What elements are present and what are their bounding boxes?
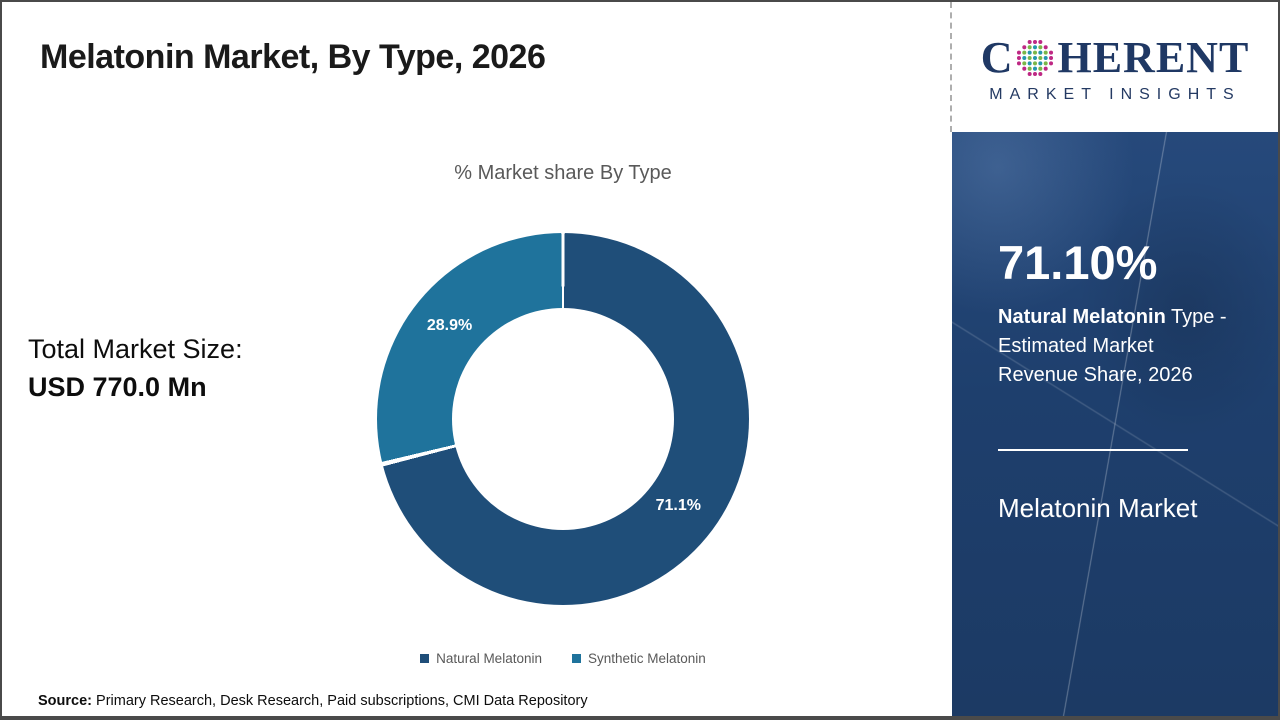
dotted-globe-icon <box>1017 39 1054 77</box>
stat-desc-line1: Type - <box>1165 305 1227 328</box>
donut-chart: 71.1% 28.9% <box>377 233 749 605</box>
legend-swatch-synthetic-icon <box>571 654 581 663</box>
source-text: Primary Research, Desk Research, Paid su… <box>92 693 588 709</box>
brand-logo: C HERENT <box>981 36 1250 80</box>
source-label: Source: <box>38 693 92 709</box>
chart-area: % Market share By Type 71.1% 28.9% Natur… <box>377 162 749 666</box>
source-note: Source: Primary Research, Desk Research,… <box>38 693 588 709</box>
chart-legend: Natural Melatonin Synthetic Melatonin <box>377 651 749 666</box>
page-title: Melatonin Market, By Type, 2026 <box>40 38 546 76</box>
stat-desc-line2: Estimated Market <box>998 334 1154 357</box>
legend-item-natural: Natural Melatonin <box>420 651 542 666</box>
legend-label-natural: Natural Melatonin <box>436 651 542 666</box>
logo-panel: C HERENT MARKET INSIGHTS <box>950 2 1278 132</box>
slice-label-synthetic: 28.9% <box>426 317 473 334</box>
legend-item-synthetic: Synthetic Melatonin <box>571 651 706 666</box>
legend-label-synthetic: Synthetic Melatonin <box>587 651 706 666</box>
brand-subtitle: MARKET INSIGHTS <box>989 86 1241 103</box>
total-market-label: Total Market Size: <box>28 334 243 364</box>
legend-swatch-natural-icon <box>420 654 430 663</box>
stat-desc-line3: Revenue Share, 2026 <box>998 363 1193 386</box>
sidebar-stat-description: Natural Melatonin Type - Estimated Marke… <box>998 303 1242 390</box>
sidebar-divider <box>998 448 1188 451</box>
sidebar-stat-value: 71.10% <box>998 236 1158 289</box>
chart-title: % Market share By Type <box>454 162 672 184</box>
sidebar: 71.10% Natural Melatonin Type - Estimate… <box>952 132 1278 716</box>
slice-label-natural: 71.1% <box>655 497 701 515</box>
logo-letters-rest: HERENT <box>1057 33 1250 82</box>
sidebar-panel-title: Melatonin Market <box>998 492 1198 523</box>
total-market-size: Total Market Size: USD 770.0 Mn <box>28 330 243 406</box>
stat-desc-bold: Natural Melatonin <box>998 305 1166 328</box>
total-market-value: USD 770.0 Mn <box>28 372 207 402</box>
logo-letter-c: C <box>980 33 1014 82</box>
